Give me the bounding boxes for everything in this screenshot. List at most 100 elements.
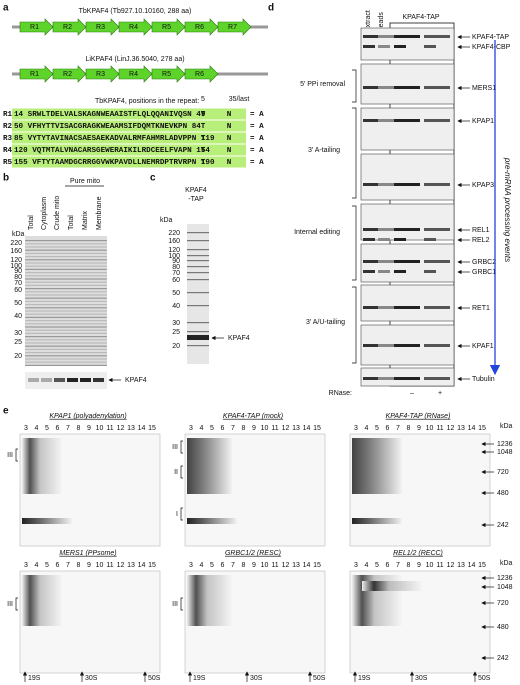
blot-band [363,306,389,309]
gel-band [25,348,107,350]
fraction: 15 [478,425,486,432]
fraction: 5 [375,562,379,569]
gel-smear [187,438,232,494]
lane-label: KPAF4 [185,187,207,194]
gel-band [25,291,107,293]
gel-band [25,249,107,251]
repeat-label: R7 [228,24,237,31]
fraction: 13 [127,562,135,569]
gel-band [25,316,107,318]
blot [360,203,455,241]
repeat-label: R2 [63,71,72,78]
fraction: 4 [200,425,204,432]
sequence: 85 VYTYTAVINACSAESAEKADVALRMFAHMRLADVPPN… [14,135,215,143]
blot-band [394,86,420,89]
sequence: 120 VQTMTALVNACARSGEWERAIKILRDCEELFVAPN … [14,147,210,155]
gel-band [25,358,107,360]
gel-band [362,581,422,591]
bracket [15,448,18,462]
blot-band [424,86,450,89]
blot-band [378,183,404,186]
gel-band [25,259,107,261]
gel-band [25,361,107,363]
residue-t: T [201,147,206,155]
residue-n: N [227,159,232,167]
band-label: KPAF4 [125,377,147,384]
fraction: 10 [261,425,269,432]
bracket [15,597,18,611]
blot [25,372,107,389]
blot-band [363,86,389,89]
gel-band [25,281,107,283]
repeat-arrow [184,18,219,36]
blot [360,107,455,151]
fraction: 11 [106,425,113,432]
fraction: 6 [221,425,225,432]
fraction: 14 [303,562,311,569]
repeat-arrow [184,65,219,83]
fraction: 11 [436,562,443,569]
sed-label: 30S [85,675,98,682]
repeat-arrow [19,65,54,83]
group-label: 5′ PPi removal [300,81,345,88]
gel-band [25,284,107,286]
marker: 160 [10,248,22,255]
gel-band [187,305,209,307]
marker: 120 [10,257,22,264]
sed-label: 19S [358,675,371,682]
sed-label: 30S [415,675,428,682]
blot-band [378,45,390,48]
fraction: 8 [77,562,81,569]
blot-band [363,45,375,48]
blot-band [93,378,104,382]
sed-label: 50S [313,675,326,682]
fraction: 8 [407,562,411,569]
repeat-label: R1 [30,24,39,31]
repeat-label: R4 [129,71,138,78]
blot-band [41,378,52,382]
gel-title: KPAF4-TAP (mock) [223,413,283,420]
band-label: MERS1 [472,85,496,92]
marker: 25 [14,339,22,346]
pos5: 5 [201,96,205,103]
residue-n: N [227,147,232,155]
fraction: 8 [77,425,81,432]
blot-band [378,119,404,122]
blot-band [394,270,406,273]
marker: 30 [172,320,180,327]
gel-band [25,297,107,299]
lane-label: Matrix [82,210,89,230]
fraction: 15 [478,562,486,569]
blot-band [394,377,420,380]
fraction: 7 [231,425,235,432]
marker: 80 [172,264,180,271]
marker: 1236 [497,441,513,448]
bracket [180,440,183,454]
gel-band [25,262,107,264]
fraction: 10 [261,562,269,569]
gel-title: KPAP1 (polyadenylation) [49,413,126,420]
fraction: 4 [200,562,204,569]
blot-band [424,238,436,241]
gel-band [25,294,107,296]
complex-label: III [7,601,13,608]
row-name: R1 [3,111,13,119]
marker: 1236 [497,575,513,582]
band-label: KPAP3 [472,182,494,189]
panel-label: c [150,173,156,184]
gel-band [25,252,107,254]
gel-smear [352,438,402,494]
sed-label: 19S [193,675,206,682]
marker: 242 [497,522,509,529]
equals-a: = A [250,135,264,143]
fraction: 6 [56,562,60,569]
gel-band [25,320,107,322]
repeat-label: R5 [162,71,171,78]
residue-t: T [201,123,206,131]
fraction: 8 [242,562,246,569]
gel-band [25,345,107,347]
marker: 90 [14,268,22,275]
blot-band [424,270,436,273]
fraction: 9 [417,562,421,569]
protein-title: LiKPAF4 (LinJ.36.5040, 278 aa) [85,56,184,63]
